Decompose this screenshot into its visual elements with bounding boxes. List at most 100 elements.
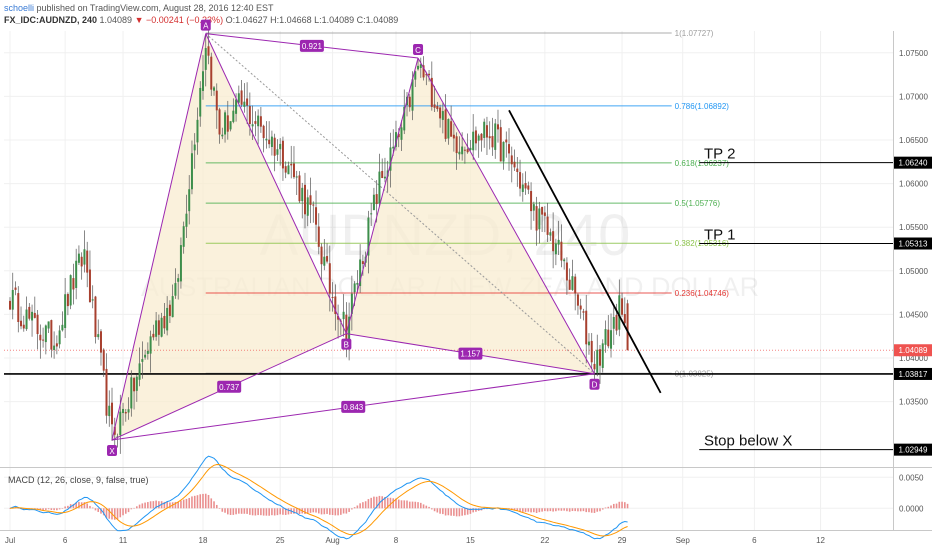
chart-header: schoelli published on TradingView.com, A… — [0, 0, 932, 30]
macd-histogram-bar — [442, 508, 444, 515]
macd-histogram-bar — [89, 505, 91, 509]
annotation-text: TP 1 — [704, 227, 735, 244]
macd-histogram-bar — [53, 508, 55, 511]
candle-body — [50, 320, 53, 350]
time-tick-label: Aug — [325, 536, 339, 545]
macd-histogram-bar — [141, 503, 144, 509]
ratio-label: 0.843 — [343, 403, 364, 412]
macd-histogram-bar — [213, 501, 215, 509]
macd-histogram-bar — [229, 508, 232, 515]
ratio-label: 1.157 — [460, 350, 481, 359]
candle-body — [254, 121, 257, 124]
candle-body — [381, 170, 384, 179]
candle-body — [44, 325, 47, 343]
macd-histogram-bar — [257, 508, 259, 516]
candle-body — [414, 71, 417, 80]
price-tick-label: 1.05000 — [899, 267, 928, 276]
candle-body — [9, 300, 11, 310]
candle-body — [326, 256, 329, 262]
macd-histogram-bar — [444, 508, 447, 516]
macd-histogram-bar — [411, 501, 414, 509]
candle-body — [306, 197, 309, 216]
ohlc-values: O:1.04627 H:1.04668 L:1.04089 C:1.04089 — [225, 15, 399, 25]
candle-body — [488, 136, 491, 139]
macd-histogram-bar — [555, 508, 557, 512]
point-label: A — [203, 22, 209, 31]
candle-body — [439, 107, 442, 119]
candle-body — [403, 106, 406, 131]
candle-body — [17, 293, 20, 322]
macd-histogram-bar — [108, 508, 111, 519]
macd-histogram-bar — [403, 500, 406, 509]
macd-histogram-bar — [177, 501, 179, 509]
macd-histogram-bar — [549, 508, 552, 512]
candle-body — [337, 315, 340, 320]
point-label: B — [344, 341, 349, 350]
macd-histogram-bar — [97, 508, 100, 512]
candle-body — [389, 147, 392, 171]
candle-body — [221, 134, 224, 137]
author-link[interactable]: schoelli — [4, 3, 35, 13]
candle-body — [163, 316, 166, 329]
macd-histogram-bar — [419, 502, 422, 509]
annotation-text: TP 2 — [704, 146, 735, 163]
point-label: D — [592, 381, 598, 390]
macd-histogram-bar — [174, 501, 177, 509]
macd-histogram-bar — [246, 508, 248, 514]
price-axis[interactable]: 1.07500 1.07000 1.06500 1.06000 1.05500 1.050… — [894, 49, 932, 456]
macd-histogram-bar — [193, 495, 196, 509]
macd-histogram-bar — [607, 506, 610, 509]
price-tick-label: 1.05500 — [899, 223, 928, 232]
candle-body — [201, 71, 204, 91]
candle-body — [226, 115, 229, 132]
point-label: C — [415, 46, 421, 55]
macd-histogram-bar — [282, 508, 284, 515]
candle-body — [499, 127, 502, 162]
harmonic-pattern[interactable]: 0.921 0.737 1.157 0.843 X A B C D — [107, 19, 600, 456]
candle-body — [182, 226, 185, 247]
macd-histogram-bar — [64, 506, 66, 509]
macd-histogram-bar — [158, 501, 160, 509]
macd-histogram-bar — [353, 507, 356, 509]
candle-body — [549, 232, 552, 236]
macd-histogram-bar — [375, 496, 378, 509]
macd-histogram-bar — [590, 508, 593, 513]
candle-body — [265, 138, 268, 141]
macd-histogram-bar — [149, 501, 152, 509]
candle-body — [193, 144, 196, 151]
candle-body — [47, 321, 50, 329]
level-price-box — [894, 443, 932, 456]
macd-histogram-bar — [610, 505, 612, 509]
macd-histogram-bar — [577, 508, 579, 512]
macd-histogram-bar — [306, 508, 309, 514]
time-tick-label: 6 — [752, 536, 757, 545]
price-tick-label: 1.04500 — [899, 310, 928, 319]
candle-body — [111, 402, 114, 425]
candle-body — [348, 316, 351, 343]
macd-histogram-bar — [516, 508, 519, 511]
trendline[interactable] — [508, 109, 662, 394]
symbol-name[interactable]: FX_IDC:AUDNZD, 240 — [4, 15, 98, 25]
ratio-badge — [458, 347, 483, 360]
candle-body — [25, 309, 28, 330]
candle-body — [246, 98, 249, 106]
candle-body — [419, 64, 422, 68]
candle-body — [513, 161, 516, 168]
candle-body — [66, 293, 69, 307]
time-axis[interactable]: Jul 6 11 18 25 Aug 8 15 22 29 Sep 6 12 — [5, 536, 826, 545]
candle-body — [560, 241, 563, 261]
candles — [9, 29, 629, 454]
candle-body — [31, 311, 34, 321]
macd-histogram-bar — [45, 508, 47, 510]
macd-histogram-bar — [191, 496, 193, 509]
macd-histogram-bar — [362, 502, 364, 509]
macd-histogram-bar — [513, 508, 516, 511]
point-badge — [200, 19, 211, 31]
candle-body — [508, 144, 511, 154]
macd-histogram-bar — [395, 498, 397, 509]
candle-body — [130, 377, 133, 409]
candle-body — [251, 124, 254, 127]
candle-body — [312, 204, 315, 206]
macd-histogram-bar — [588, 508, 590, 513]
